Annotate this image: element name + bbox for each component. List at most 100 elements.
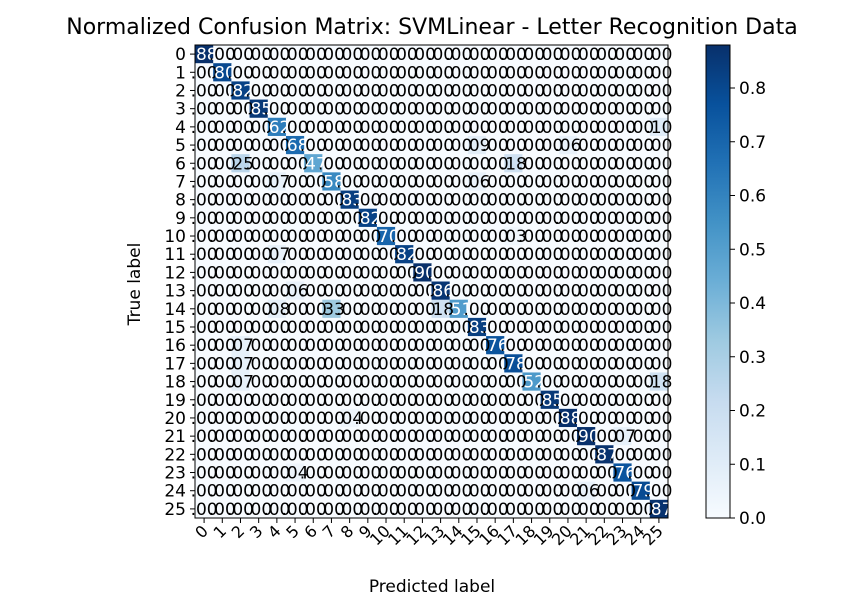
cell-value-label: .00: [409, 136, 436, 156]
cell-value-label: .00: [591, 100, 618, 120]
heatmap-cell: [577, 263, 596, 282]
cell-value-label: .00: [427, 172, 454, 192]
heatmap-cell: [449, 81, 469, 101]
heatmap-cell: [231, 45, 251, 64]
heatmap-cell: [358, 99, 378, 119]
heatmap-cell: [376, 63, 396, 82]
heatmap-cell: [595, 281, 614, 301]
heatmap-cell: [486, 317, 505, 337]
cell-value-label: .25: [227, 154, 254, 174]
heatmap-cell: [613, 154, 633, 173]
cell-value-label: .00: [245, 209, 272, 229]
heatmap-cell: [577, 463, 596, 483]
heatmap-cell: [649, 99, 669, 119]
cell-value-label: .00: [372, 100, 399, 120]
heatmap-cell: [340, 63, 360, 82]
heatmap-cell: [395, 154, 414, 173]
heatmap-cell: [231, 499, 251, 519]
heatmap-cell: [613, 499, 633, 519]
heatmap-cell: [631, 263, 651, 282]
heatmap-cell: [322, 263, 342, 282]
heatmap-cell: [267, 336, 287, 355]
cell-value-label: .00: [282, 209, 309, 229]
heatmap-cell: [285, 390, 305, 410]
cell-value-label: .00: [482, 45, 509, 65]
cell-value-label: .00: [645, 100, 672, 120]
heatmap-cell: [595, 354, 614, 373]
heatmap-cell: [249, 499, 269, 519]
cell-value-label: .00: [482, 100, 509, 120]
heatmap-cell: [395, 427, 414, 446]
cell-value-label: .00: [372, 191, 399, 211]
cell-value-label: .00: [318, 63, 345, 83]
heatmap-cell: [577, 154, 596, 173]
heatmap-cell: [467, 481, 487, 501]
heatmap-cell: [577, 445, 596, 464]
heatmap-cell: [304, 172, 323, 192]
cell-value-label: .00: [409, 191, 436, 211]
heatmap-cell: [304, 226, 323, 246]
heatmap-cell: [231, 463, 251, 483]
heatmap-cell: [522, 372, 542, 392]
heatmap-cell: [358, 390, 378, 410]
x-tick-label: 3: [246, 521, 267, 542]
heatmap-cell: [322, 427, 342, 446]
cell-value-label: .00: [336, 154, 363, 174]
heatmap-cell: [467, 135, 487, 155]
cell-value-label: .00: [427, 81, 454, 101]
heatmap-cell: [195, 445, 214, 464]
heatmap-cell: [285, 427, 305, 446]
cell-value-label: .00: [282, 118, 309, 138]
heatmap-cell: [649, 208, 669, 228]
cell-value-label: .00: [609, 154, 636, 174]
cell-value-label: .00: [536, 136, 563, 156]
cell-value-label: .00: [482, 227, 509, 247]
heatmap-cell: [486, 445, 505, 464]
heatmap-cell: [395, 117, 414, 137]
cell-value-label: .00: [409, 63, 436, 83]
heatmap-cell: [231, 317, 251, 337]
cell-value-label: .00: [500, 45, 527, 65]
cell-value-label: .00: [282, 45, 309, 65]
colorbar-tick-label: 0.7: [739, 133, 766, 153]
heatmap-cell: [522, 226, 542, 246]
cell-value-label: .00: [573, 100, 600, 120]
heatmap-cell: [613, 208, 633, 228]
heatmap-cell: [395, 390, 414, 410]
heatmap-cell: [649, 245, 669, 264]
cell-value-label: .00: [554, 100, 581, 120]
heatmap-cell: [613, 354, 633, 373]
heatmap-cell: [231, 208, 251, 228]
y-tick-label: 24: [164, 482, 186, 502]
heatmap-cell: [413, 372, 432, 392]
cell-value-label: .00: [318, 45, 345, 65]
cell-value-label: .00: [209, 209, 236, 229]
heatmap-cell: [267, 281, 287, 301]
cell-value-label: .00: [409, 118, 436, 138]
heatmap-cell: [558, 281, 578, 301]
cell-value-label: .00: [209, 81, 236, 101]
heatmap-cell: [267, 99, 287, 119]
cell-value-label: .00: [518, 209, 545, 229]
heatmap-cell: [595, 81, 614, 101]
y-tick-label: 10: [164, 227, 186, 247]
cell-value-label: .00: [591, 81, 618, 101]
cell-value-label: .00: [409, 227, 436, 247]
heatmap-cell: [195, 317, 214, 337]
heatmap-cell: [195, 463, 214, 483]
heatmap-cell: [522, 81, 542, 101]
y-tick-label: 9: [175, 209, 186, 229]
cell-value-label: .00: [427, 191, 454, 211]
heatmap-cell: [467, 45, 487, 64]
heatmap-cell: [504, 245, 523, 264]
cell-value-label: .00: [427, 45, 454, 65]
heatmap-cell: [376, 245, 396, 264]
heatmap-cell: [486, 245, 505, 264]
cell-value-label: .00: [354, 63, 381, 83]
heatmap-cell: [577, 481, 596, 501]
cell-value-label: .00: [518, 118, 545, 138]
heatmap-cell: [267, 135, 287, 155]
heatmap-cell: [358, 226, 378, 246]
heatmap-cell: [595, 135, 614, 155]
cell-value-label: .00: [263, 154, 290, 174]
